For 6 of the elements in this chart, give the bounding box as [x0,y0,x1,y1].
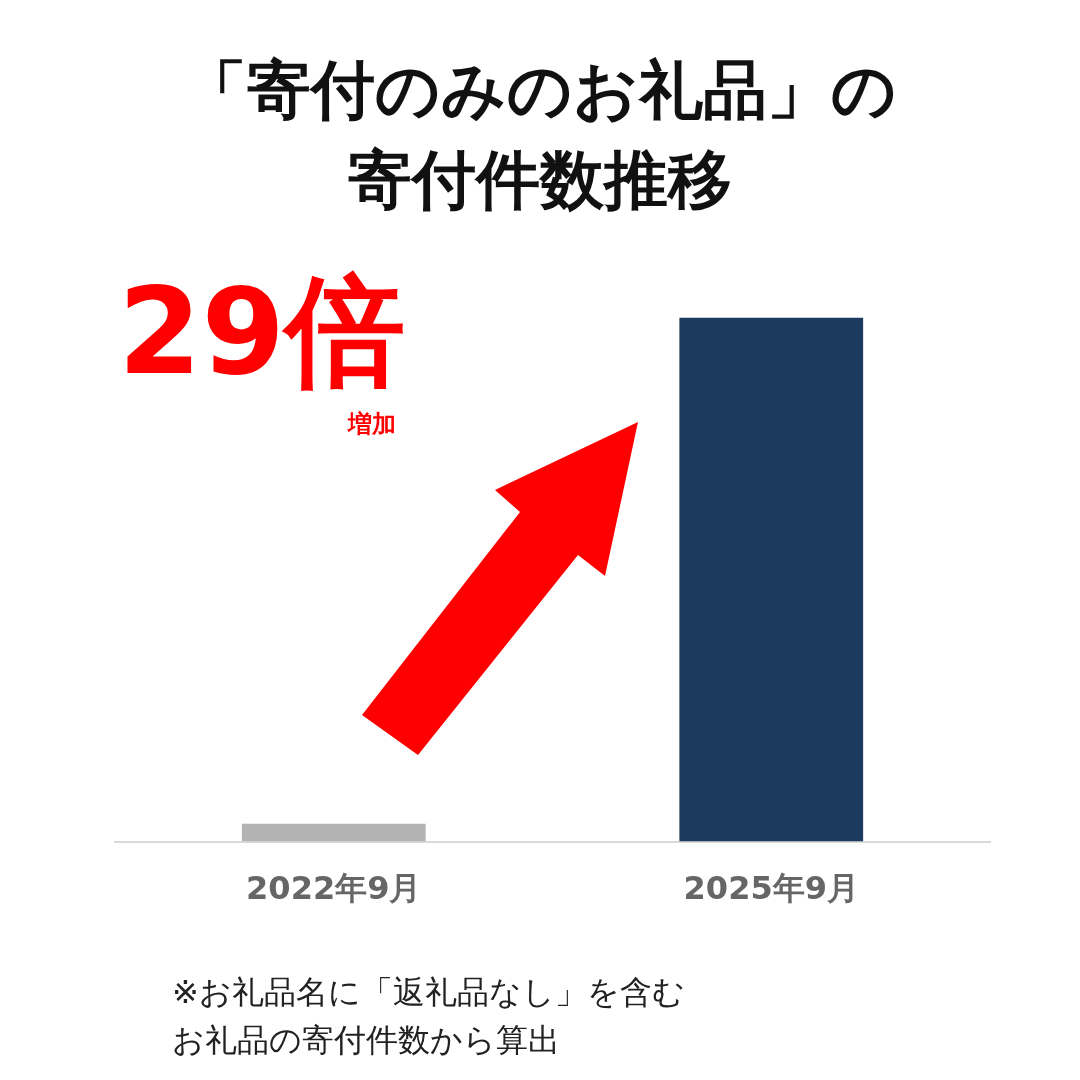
x-tick-label: 2025年9月 [683,869,859,908]
chart-title: 「寄付のみのお礼品」の寄付件数推移 [182,52,898,219]
annotation: 29倍 [118,262,405,402]
x-tick-label: 2022年9月 [246,869,422,908]
text: ※お礼品名に「返礼品なし」を含むお礼品の寄付件数から算出 [172,972,686,1061]
annotation: 増加 [348,409,396,440]
